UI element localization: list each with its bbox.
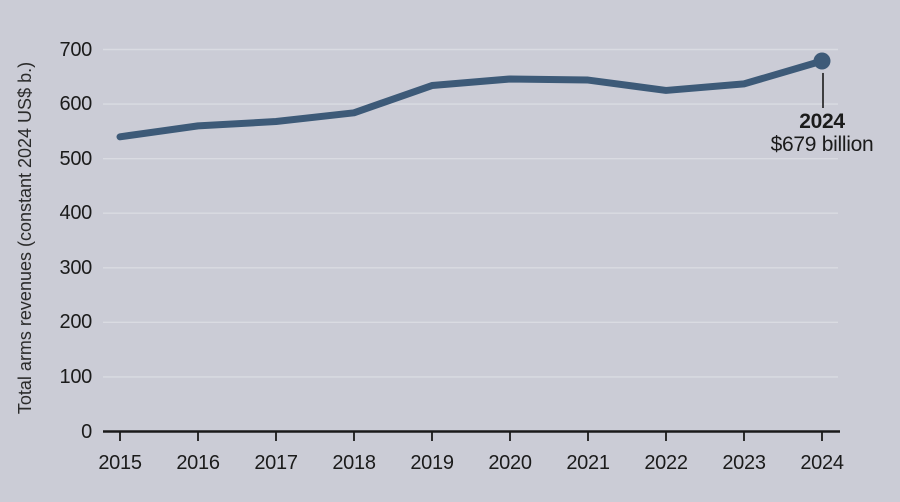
endpoint-dot [813, 52, 831, 70]
x-tick-label: 2017 [254, 452, 298, 474]
x-tick-label: 2015 [98, 452, 142, 474]
annotation-value-label: $679 billion [770, 133, 874, 156]
x-tick-label: 2016 [176, 452, 220, 474]
y-tick-label: 700 [59, 38, 93, 61]
x-tick-label: 2023 [722, 452, 766, 474]
y-tick-label: 200 [59, 311, 93, 334]
x-tick-label: 2024 [800, 452, 844, 474]
x-tick-label: 2018 [332, 452, 376, 474]
x-tick-label: 2021 [566, 452, 610, 474]
y-tick-label: 100 [59, 365, 93, 388]
y-tick-label: 0 [81, 420, 92, 443]
y-tick-label: 600 [59, 93, 93, 116]
x-tick-label: 2020 [488, 452, 532, 474]
x-tick-label: 2022 [644, 452, 688, 474]
x-tick-label: 2019 [410, 452, 454, 474]
y-tick-label: 300 [59, 256, 93, 279]
annotation-year-label: 2024 [799, 110, 845, 133]
endpoint-annotation: 2024 $679 billion [771, 110, 874, 156]
y-tick-label: 400 [59, 202, 93, 225]
y-tick-label: 500 [59, 147, 93, 170]
revenue-line [116, 57, 826, 141]
